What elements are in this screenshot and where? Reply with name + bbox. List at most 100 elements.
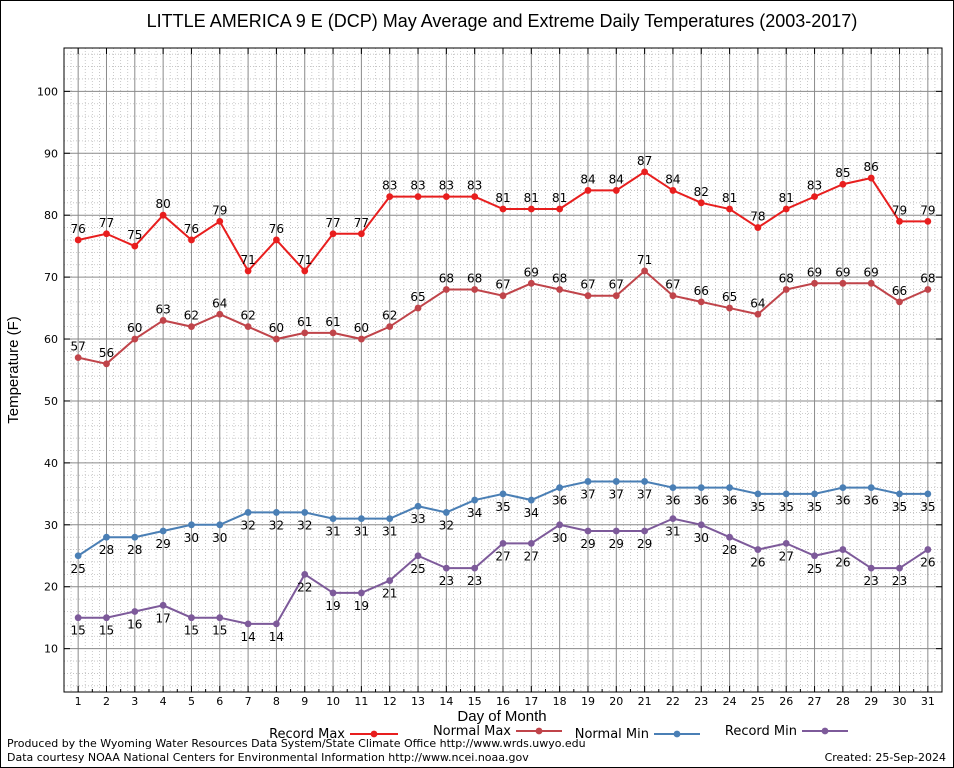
record-max-point	[131, 242, 139, 250]
normal-max-point	[782, 286, 790, 293]
record-min-value-label: 23	[439, 574, 454, 588]
record-max-value-label: 79	[892, 203, 907, 217]
normal-max-point	[74, 354, 82, 362]
record-max-point	[442, 193, 450, 201]
record-min-point	[697, 521, 705, 529]
normal-min-value-label: 36	[665, 494, 680, 508]
normal-min-value-label: 35	[892, 500, 907, 514]
normal-min-point	[244, 509, 252, 516]
record-max-point	[867, 174, 875, 182]
x-tick-label: 16	[496, 695, 510, 708]
normal-max-value-label: 66	[694, 284, 709, 298]
record-max-point	[244, 267, 252, 275]
record-max-value-label: 86	[864, 160, 879, 174]
x-tick-label: 10	[326, 695, 340, 708]
record-max-point	[612, 187, 620, 194]
legend: Record Max Normal Max Normal Min Record Min	[269, 724, 848, 742]
record-max-value-label: 83	[382, 179, 397, 193]
legend-marker-record-min	[821, 727, 829, 735]
normal-max-point	[612, 292, 620, 300]
record-min-point	[782, 539, 790, 547]
normal-max-point	[329, 329, 337, 337]
legend-marker-normal-min	[673, 730, 681, 738]
normal-min-value-label: 34	[467, 506, 482, 520]
normal-max-point	[357, 335, 365, 343]
record-max-point	[273, 236, 280, 244]
produced-by-note: Produced by the Wyoming Water Resources …	[7, 737, 586, 750]
record-max-point	[159, 211, 167, 219]
x-tick-label: 2	[103, 695, 110, 708]
x-tick-label: 15	[468, 695, 482, 708]
normal-min-point	[782, 490, 790, 498]
normal-min-point	[471, 496, 479, 504]
x-tick-label: 8	[273, 695, 280, 708]
x-tick-label: 30	[893, 695, 907, 708]
record-max-value-label: 87	[637, 154, 652, 168]
x-tick-label: 20	[609, 695, 623, 708]
y-tick-label: 20	[44, 581, 58, 594]
normal-min-value-label: 35	[779, 500, 794, 514]
normal-min-point	[556, 484, 564, 492]
record-min-value-label: 28	[722, 543, 737, 557]
y-tick-labels: 10 20 30 40 50 60 70 80 90 100	[37, 85, 58, 655]
normal-min-value-label: 32	[297, 518, 312, 532]
normal-max-value-label: 68	[920, 272, 935, 286]
normal-max-value-label: 60	[127, 321, 142, 335]
record-max-value-label: 84	[580, 172, 595, 186]
record-min-point	[301, 570, 309, 578]
x-tick-label: 7	[245, 695, 252, 708]
record-max-value-label: 80	[155, 197, 170, 211]
normal-max-value-label: 60	[354, 321, 369, 335]
normal-min-point	[188, 521, 195, 529]
normal-max-point	[556, 286, 564, 293]
record-min-value-label: 15	[184, 624, 199, 638]
normal-max-point	[414, 304, 422, 312]
normal-max-point	[471, 286, 479, 293]
record-min-point	[669, 515, 677, 523]
normal-min-value-label: 33	[410, 512, 425, 526]
normal-min-point	[273, 509, 280, 516]
y-tick-label: 80	[44, 209, 58, 222]
normal-max-value-label: 69	[835, 265, 850, 279]
record-max-value-label: 77	[325, 216, 340, 230]
normal-max-point	[726, 304, 733, 312]
normal-max-value-label: 68	[552, 272, 567, 286]
x-tick-label: 19	[581, 695, 595, 708]
axis-ticks	[63, 48, 943, 692]
record-min-value-label: 15	[212, 624, 227, 638]
normal-min-value-label: 32	[269, 518, 284, 532]
normal-min-point	[103, 533, 110, 541]
record-max-value-label: 76	[269, 222, 284, 236]
normal-max-value-label: 61	[325, 315, 340, 329]
x-tick-label: 23	[694, 695, 708, 708]
record-min-point	[641, 527, 649, 535]
normal-min-point	[612, 478, 620, 485]
legend-marker-normal-max	[535, 727, 543, 735]
record-min-value-label: 21	[382, 587, 397, 601]
normal-max-point	[697, 298, 705, 306]
normal-max-point	[442, 286, 450, 293]
normal-min-point	[641, 478, 649, 485]
normal-max-value-label: 65	[722, 290, 737, 304]
record-min-value-label: 23	[864, 574, 879, 588]
record-min-value-label: 30	[552, 531, 567, 545]
record-max-value-label: 77	[354, 216, 369, 230]
record-min-point	[329, 589, 337, 597]
x-tick-label: 25	[751, 695, 765, 708]
record-max-point	[471, 193, 479, 201]
record-max-point	[782, 205, 790, 213]
record-min-point	[726, 533, 733, 541]
record-max-value-label: 79	[212, 203, 227, 217]
y-tick-label: 30	[44, 519, 58, 532]
normal-max-value-label: 68	[779, 272, 794, 286]
normal-min-value-label: 30	[184, 531, 199, 545]
x-tick-label: 26	[779, 695, 793, 708]
normal-max-value-label: 65	[410, 290, 425, 304]
normal-min-value-label: 28	[127, 543, 142, 557]
x-tick-label: 17	[524, 695, 538, 708]
y-tick-label: 10	[44, 643, 58, 656]
normal-min-value-label: 32	[240, 518, 255, 532]
y-tick-label: 40	[44, 457, 58, 470]
x-tick-label: 6	[216, 695, 223, 708]
record-min-point	[244, 620, 252, 628]
